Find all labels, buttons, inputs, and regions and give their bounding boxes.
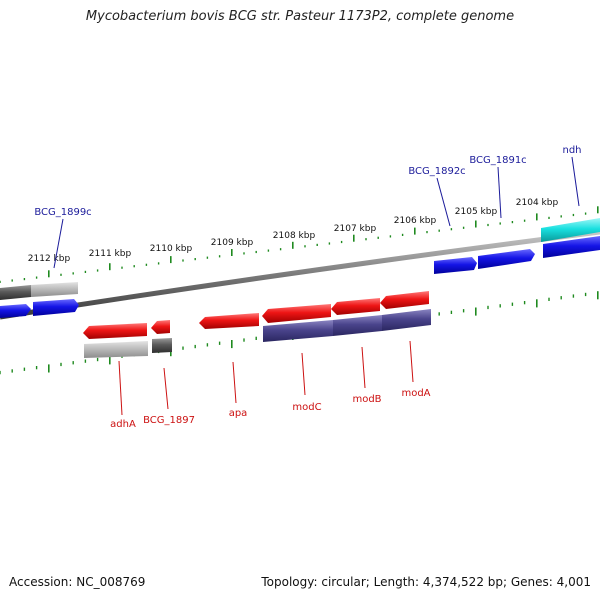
gene-arrow[interactable] [434, 257, 477, 274]
forward-strand-genes [0, 218, 600, 318]
scale-label-2104: 2104 kbp [516, 198, 559, 208]
gene-arrow[interactable] [543, 236, 600, 258]
gene-label-adha[interactable]: adhA [110, 419, 136, 430]
scale-labels: 2112 kbp 2111 kbp 2110 kbp 2109 kbp 2108… [28, 198, 559, 264]
scale-label-2105: 2105 kbp [455, 207, 498, 217]
gene-arrow[interactable] [199, 313, 259, 329]
gene-arrow[interactable] [84, 341, 148, 358]
gene-label-bcg-1892c[interactable]: BCG_1892c [408, 166, 465, 177]
scale-label-2108: 2108 kbp [273, 231, 316, 241]
gene-label-modb[interactable]: modB [352, 394, 381, 405]
label-leader-line [409, 340, 414, 383]
gene-arrow[interactable] [380, 291, 429, 309]
label-leader-line [436, 177, 451, 227]
gene-arrow[interactable] [151, 320, 170, 334]
label-leader-line [118, 360, 123, 416]
accession-text: Accession: NC_008769 [9, 575, 146, 589]
scale-label-2106: 2106 kbp [394, 216, 437, 226]
gene-arrow[interactable] [0, 304, 31, 318]
genome-backbone [0, 229, 600, 320]
label-leader-line [301, 352, 306, 396]
label-leader-line [163, 367, 169, 410]
scale-label-2112: 2112 kbp [28, 254, 71, 264]
gene-arrow[interactable] [33, 299, 79, 316]
gene-arrow[interactable] [31, 282, 78, 297]
genome-title: Mycobacterium bovis BCG str. Pasteur 117… [85, 9, 515, 24]
gene-label-modc[interactable]: modC [292, 402, 321, 413]
gene-arrow[interactable] [262, 304, 331, 323]
gene-arrow[interactable] [478, 249, 535, 269]
forward-gene-labels: BCG_1899c BCG_1892c BCG_1891c ndh [34, 145, 582, 269]
label-leader-line [53, 218, 64, 269]
gene-arrow[interactable] [263, 320, 333, 342]
genome-summary-text: Topology: circular; Length: 4,374,522 bp… [261, 575, 591, 589]
gene-label-moda[interactable]: modA [401, 388, 430, 399]
gene-arrow[interactable] [0, 285, 31, 300]
scale-label-2111: 2111 kbp [89, 249, 132, 259]
gene-arrow[interactable] [541, 218, 600, 242]
label-leader-line [497, 166, 502, 219]
label-leader-line [571, 156, 580, 207]
label-leader-line [361, 346, 366, 389]
reverse-gene-labels: adhA BCG_1897 apa modC modB modA [110, 340, 431, 430]
gene-label-apa[interactable]: apa [229, 408, 248, 419]
label-leader-line [232, 361, 237, 404]
gene-arrow[interactable] [333, 315, 382, 336]
scale-label-2107: 2107 kbp [334, 224, 377, 234]
gene-arrow[interactable] [152, 338, 172, 353]
gene-arrow[interactable] [331, 298, 380, 315]
gene-label-ndh[interactable]: ndh [562, 145, 581, 156]
scale-label-2109: 2109 kbp [211, 238, 254, 248]
gene-label-bcg-1897[interactable]: BCG_1897 [143, 415, 195, 426]
gene-arrow[interactable] [83, 323, 147, 339]
gene-arrow[interactable] [382, 309, 431, 331]
reverse-strand-genes [83, 291, 431, 358]
gene-label-bcg-1891c[interactable]: BCG_1891c [469, 155, 526, 166]
gene-label-bcg-1899c[interactable]: BCG_1899c [34, 207, 91, 218]
scale-label-2110: 2110 kbp [150, 244, 193, 254]
